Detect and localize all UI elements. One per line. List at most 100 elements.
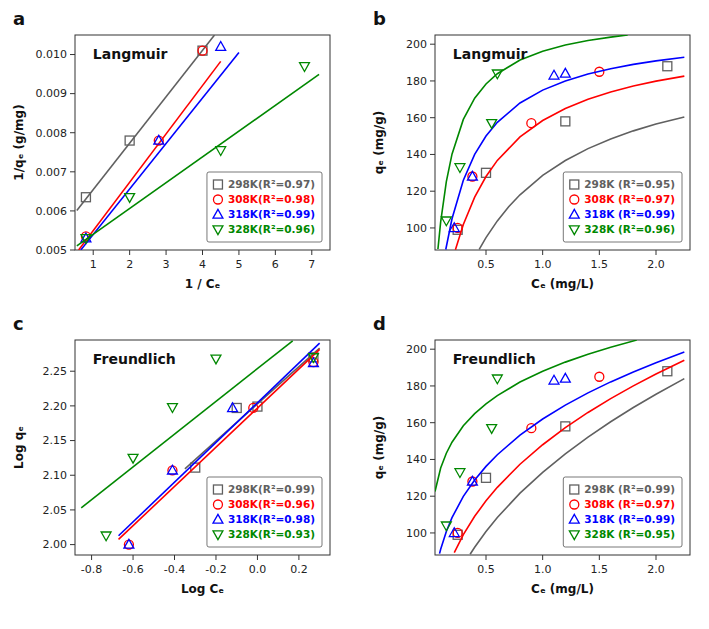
data-point <box>124 539 134 548</box>
y-tick-label: 100 <box>406 527 427 540</box>
x-tick <box>311 250 312 255</box>
legend: 298K(R²=0.97)308K(R²=0.98)318K(R²=0.99)3… <box>207 172 322 242</box>
y-tick-label: 180 <box>406 380 427 393</box>
data-point <box>300 63 310 72</box>
legend-label: 318K(R²=0.98) <box>228 513 315 525</box>
y-tick <box>70 544 75 545</box>
legend-marker <box>213 514 223 523</box>
y-tick-label: 0.005 <box>36 244 68 257</box>
y-tick <box>430 349 435 350</box>
x-axis-label: Log Cₑ <box>181 582 224 596</box>
legend-label: 298K(R²=0.99) <box>228 483 315 495</box>
x-tick-label: -0.2 <box>205 563 226 576</box>
x-tick-label: -0.4 <box>164 563 185 576</box>
y-tick-label: 160 <box>406 112 427 125</box>
y-tick-label: 140 <box>406 453 427 466</box>
panel-label: d <box>373 313 386 334</box>
legend-marker <box>570 195 579 204</box>
fit-line <box>446 57 685 249</box>
legend-label: 318K(R²=0.99) <box>228 208 315 220</box>
panel-title: Langmuir <box>93 46 168 62</box>
legend-marker <box>570 485 579 494</box>
panel-title: Freundlich <box>453 351 536 367</box>
x-tick <box>238 250 239 255</box>
data-point <box>487 120 497 129</box>
y-tick <box>70 54 75 55</box>
y-tick <box>70 405 75 406</box>
y-tick <box>430 227 435 228</box>
y-tick-label: 0.006 <box>36 205 68 218</box>
plot-marks <box>77 35 319 250</box>
y-tick-label: 0.008 <box>36 127 68 140</box>
y-tick-label: 2.15 <box>43 434 68 447</box>
legend-marker <box>569 209 579 218</box>
data-point <box>468 172 477 181</box>
legend-label: 308K(R²=0.96) <box>228 498 315 510</box>
y-tick-label: 0.009 <box>36 87 68 100</box>
data-point <box>449 528 459 537</box>
y-tick <box>430 385 435 386</box>
fit-line <box>470 379 684 555</box>
plot-background <box>435 340 690 555</box>
y-tick <box>70 475 75 476</box>
data-point <box>154 136 163 145</box>
x-tick-label: 5 <box>235 258 242 271</box>
plot-frame <box>75 340 330 555</box>
x-tick-label: 1 <box>90 258 97 271</box>
legend-marker <box>213 226 223 235</box>
legend-marker <box>569 514 579 523</box>
x-tick-label: -0.6 <box>122 563 143 576</box>
x-tick <box>257 555 258 560</box>
legend-box <box>563 477 682 547</box>
x-tick <box>656 250 657 255</box>
plot-background <box>75 35 330 250</box>
y-tick-label: 2.10 <box>43 469 68 482</box>
y-tick <box>430 532 435 533</box>
chart: 12345670.0050.0060.0070.0080.0090.0101 /… <box>0 0 709 629</box>
y-tick <box>70 210 75 211</box>
legend-label: 318K (R²=0.99) <box>584 513 675 525</box>
x-tick-label: 0.5 <box>477 563 495 576</box>
fit-line <box>455 76 684 250</box>
fit-line <box>435 340 637 491</box>
legend-label: 298K (R²=0.99) <box>584 483 675 495</box>
x-tick-label: 2.0 <box>647 563 665 576</box>
data-point <box>441 217 451 226</box>
y-tick-label: 160 <box>406 417 427 430</box>
legend-label: 328K(R²=0.96) <box>228 223 315 235</box>
data-point <box>211 355 221 364</box>
y-tick <box>70 250 75 251</box>
data-point <box>560 68 570 77</box>
y-tick-label: 200 <box>406 38 427 51</box>
legend-label: 328K (R²=0.96) <box>584 223 675 235</box>
x-tick-label: 1.0 <box>534 563 552 576</box>
y-tick-label: 0.007 <box>36 166 68 179</box>
legend-label: 298K(R²=0.97) <box>228 178 315 190</box>
x-tick-label: 2.0 <box>647 258 665 271</box>
legend-box <box>563 172 682 242</box>
x-tick <box>91 555 92 560</box>
panel-label: a <box>13 8 25 29</box>
fit-line <box>479 117 684 249</box>
x-tick <box>599 250 600 255</box>
panel-title: Langmuir <box>453 46 528 62</box>
x-tick-label: 4 <box>199 258 206 271</box>
fit-line <box>79 61 221 250</box>
panel-title: Freundlich <box>93 351 176 367</box>
legend-marker <box>569 531 579 540</box>
data-point <box>216 42 226 51</box>
y-tick-label: 2.05 <box>43 504 68 517</box>
fit-line <box>440 352 685 554</box>
legend-box <box>207 477 322 547</box>
x-tick-label: 1.5 <box>591 258 609 271</box>
y-tick-label: 2.00 <box>43 538 68 551</box>
y-tick <box>430 422 435 423</box>
x-axis-label: 1 / Cₑ <box>185 277 221 291</box>
plot-marks <box>435 340 684 554</box>
x-axis-label: Cₑ (mg/L) <box>531 582 594 596</box>
x-tick <box>656 555 657 560</box>
data-point <box>595 372 604 381</box>
data-point <box>168 466 177 475</box>
y-tick <box>70 132 75 133</box>
legend-marker <box>213 500 222 509</box>
